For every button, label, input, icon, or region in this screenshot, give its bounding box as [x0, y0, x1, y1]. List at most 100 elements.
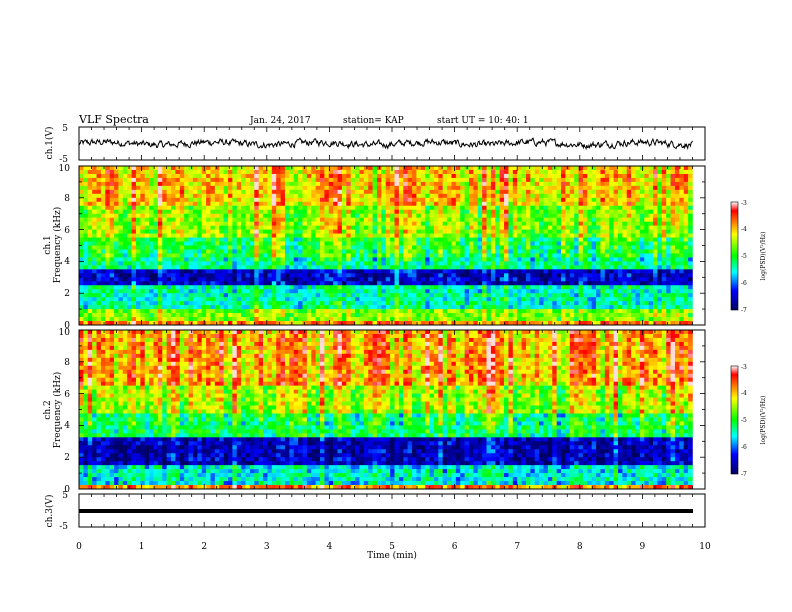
spectrogram-cell: [166, 193, 172, 199]
spectrogram-cell: [394, 181, 400, 187]
spectrogram-cell: [438, 189, 443, 195]
spectrogram-cell: [469, 193, 474, 199]
spectrogram-cell: [504, 273, 509, 278]
spectrogram-cell: [328, 229, 334, 234]
spectrogram-cell: [486, 221, 492, 226]
spectrogram-cell: [337, 233, 343, 238]
spectrogram-cell: [276, 209, 281, 214]
spectrogram-cell: [350, 233, 356, 238]
spectrogram-cell: [201, 193, 207, 199]
spectrogram-cell: [192, 305, 198, 310]
spectrogram-cell: [245, 185, 251, 191]
spectrogram-cell: [210, 273, 216, 278]
spectrogram-cell: [670, 261, 676, 266]
spectrogram-cell: [490, 265, 496, 270]
spectrogram-cell: [591, 277, 597, 282]
spectrogram-cell: [688, 245, 693, 250]
spectrogram-cell: [350, 305, 356, 310]
spectrogram-cell: [118, 245, 124, 250]
spectrogram-cell: [241, 217, 246, 222]
spectrogram-cell: [118, 189, 124, 195]
spectrogram-cell: [192, 249, 198, 254]
spectrogram-cell: [517, 201, 522, 207]
spectrogram-cell: [626, 245, 632, 250]
spectrogram-cell: [127, 201, 132, 207]
spectrogram-cell: [486, 265, 492, 270]
spectrogram-cell: [631, 233, 636, 238]
spectrogram-cell: [609, 193, 614, 199]
spectrogram-cell: [140, 225, 146, 230]
spectrogram-cell: [451, 277, 457, 282]
spectrogram-cell: [79, 273, 84, 278]
spectrogram-cell: [293, 213, 299, 218]
spectrogram-cell: [398, 237, 404, 242]
spectrogram-cell: [105, 189, 110, 195]
spectrogram-cell: [600, 213, 606, 218]
spectrogram-cell: [372, 173, 378, 179]
spectrogram-cell: [679, 173, 685, 179]
spectrogram-cell: [263, 301, 268, 306]
spectrogram-cell: [280, 185, 286, 191]
spectrogram-cell: [587, 197, 592, 203]
spectrogram-cell: [280, 166, 286, 171]
spectrogram-cell: [626, 241, 632, 246]
spectrogram-cell: [179, 277, 185, 282]
spectrogram-cell: [438, 233, 443, 238]
spectrogram-cell: [109, 281, 115, 286]
spectrogram-cell: [547, 209, 553, 214]
spectrogram-cell: [368, 229, 373, 234]
spectrogram-cell: [241, 249, 246, 254]
spectrogram-cell: [372, 297, 378, 302]
spectrogram-cell: [469, 221, 474, 226]
spectrogram-cell: [381, 305, 387, 310]
spectrogram-cell: [337, 245, 343, 250]
spectrogram-cell: [298, 269, 303, 274]
spectrogram-cell: [455, 237, 461, 242]
spectrogram-cell: [508, 181, 514, 187]
spectrogram-cell: [679, 301, 685, 306]
spectrogram-cell: [674, 169, 680, 175]
spectrogram-cell: [368, 241, 373, 246]
spectrogram-cell: [561, 285, 566, 290]
spectrogram-cell: [407, 293, 413, 298]
spectrogram-cell: [100, 301, 106, 306]
spectrogram-cell: [92, 166, 97, 171]
spectrogram-cell: [438, 229, 443, 234]
spectrogram-cell: [512, 229, 518, 234]
spectrogram-cell: [236, 197, 242, 203]
spectrogram-cell: [127, 241, 132, 246]
spectrogram-cell: [556, 289, 562, 294]
spectrogram-cell: [223, 177, 229, 183]
figure-title: VLF Spectra: [78, 113, 149, 126]
spectrogram-cell: [127, 169, 132, 175]
spectrogram-cell: [201, 257, 207, 262]
spectrogram-cell: [293, 273, 299, 278]
spectrogram-cell: [118, 233, 124, 238]
spectrogram-cell: [293, 185, 299, 191]
spectrogram-cell: [661, 205, 667, 211]
spectrogram-cell: [451, 245, 457, 250]
spectrogram-cell: [657, 241, 663, 246]
spectrogram-cell: [674, 233, 680, 238]
spectrogram-cell: [569, 269, 575, 274]
spectrogram-cell: [460, 281, 465, 286]
spectrogram-cell: [644, 229, 649, 234]
spectrogram-cell: [118, 166, 124, 171]
spectrogram-cell: [263, 225, 268, 230]
spectrogram-cell: [188, 189, 194, 195]
spectrogram-cell: [333, 197, 338, 203]
spectrogram-cell: [679, 229, 685, 234]
spectrogram-cell: [596, 221, 601, 226]
spectrogram-cell: [162, 201, 167, 207]
spectrogram-cell: [179, 185, 185, 191]
spectrogram-cell: [376, 277, 382, 282]
spectrogram-cell: [372, 269, 378, 274]
spectrogram-cell: [508, 277, 514, 282]
spectrogram-cell: [254, 173, 259, 179]
spectrogram-cell: [600, 193, 606, 199]
spectrogram-cell: [534, 177, 540, 183]
spectrogram-cell: [587, 241, 592, 246]
spectrogram-cell: [210, 181, 216, 187]
spectrogram-cell: [394, 185, 400, 191]
spectrogram-cell: [341, 189, 347, 195]
